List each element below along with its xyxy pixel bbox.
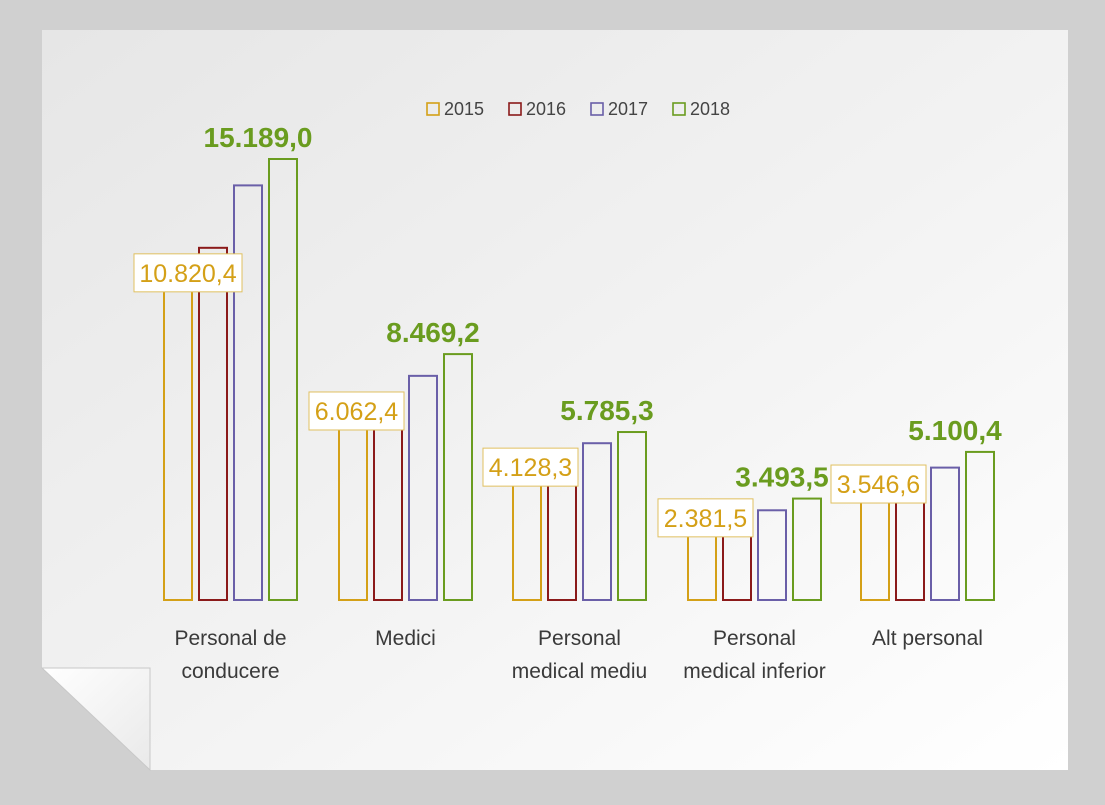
bar-3-2018: [617, 431, 647, 601]
legend-label-2015: 2015: [444, 99, 484, 119]
data-label-box: [308, 391, 405, 431]
bar-2-2018: [443, 353, 473, 602]
bar-1-2018: [268, 158, 298, 601]
category-label: Alt personal: [872, 627, 983, 650]
paper-sheet: [42, 30, 1068, 770]
bar-5-2018: [965, 450, 995, 601]
data-label-2018: 3.493,5: [735, 462, 828, 493]
bar-4-2018: [792, 497, 822, 601]
category-label: Medici: [375, 627, 436, 650]
category-label: medical mediu: [512, 660, 647, 683]
data-label-2015: 2.381,5: [664, 505, 747, 533]
data-label-2018: 5.785,3: [560, 395, 653, 426]
category-label: medical inferior: [683, 660, 825, 683]
legend-label-2017: 2017: [608, 99, 648, 119]
data-label-box: [133, 253, 243, 293]
data-labels: 10.820,4 6.062,4 4.128,3 2.381,5 3.546,6 15.1…: [133, 122, 1002, 538]
data-label-2015: 6.062,4: [315, 398, 399, 426]
data-label-box: [657, 498, 754, 538]
bar-2-2017: [408, 374, 438, 601]
category-label: Personal: [713, 627, 796, 650]
legend-label-2016: 2016: [526, 99, 566, 119]
paper-curl: [40, 667, 151, 772]
data-label-box: [482, 447, 579, 487]
data-label-2015: 3.546,6: [837, 471, 920, 499]
bars: [163, 158, 995, 602]
bar-1-2016: [198, 246, 228, 601]
bar-3-2017: [582, 442, 612, 601]
data-label-2015: 4.128,3: [489, 454, 572, 482]
legend-swatch-2015: [426, 102, 440, 116]
data-label-2018: 15.189,0: [204, 122, 313, 153]
legend-swatch-2018: [672, 102, 686, 116]
data-label-2018: 5.100,4: [908, 415, 1002, 446]
data-label-2015: 10.820,4: [139, 260, 236, 288]
category-label: Personal: [538, 627, 621, 650]
legend-swatch-2016: [508, 102, 522, 116]
legend-label-2018: 2018: [690, 99, 730, 119]
legend: 2015 2016 2017 2018: [426, 99, 730, 119]
category-label: Personal de: [174, 627, 286, 650]
category-label: conducere: [181, 660, 279, 683]
legend-swatch-2017: [590, 102, 604, 116]
data-label-2018: 8.469,2: [386, 317, 479, 348]
bar-5-2017: [930, 466, 960, 601]
bar-4-2017: [757, 509, 787, 602]
data-label-box: [830, 464, 927, 504]
bar-1-2017: [233, 184, 263, 601]
x-axis-labels: Personal de conducere Medici Personal medica…: [174, 627, 982, 683]
